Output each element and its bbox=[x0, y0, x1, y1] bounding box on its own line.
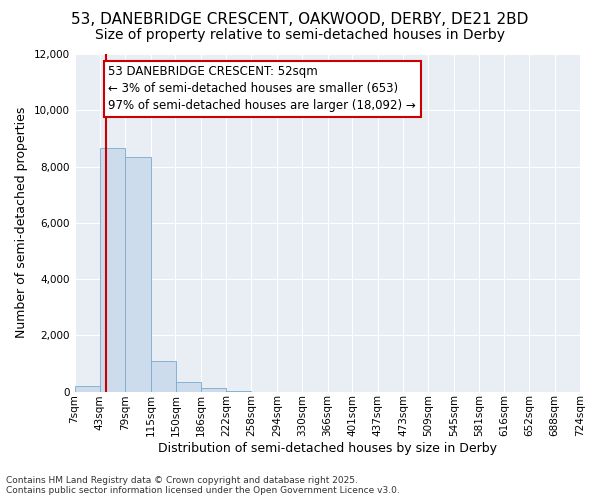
Bar bbox=[125, 156, 151, 392]
Bar bbox=[100, 148, 125, 392]
Text: Contains HM Land Registry data © Crown copyright and database right 2025.
Contai: Contains HM Land Registry data © Crown c… bbox=[6, 476, 400, 495]
Bar bbox=[176, 382, 200, 392]
Text: 53 DANEBRIDGE CRESCENT: 52sqm
← 3% of semi-detached houses are smaller (653)
97%: 53 DANEBRIDGE CRESCENT: 52sqm ← 3% of se… bbox=[109, 66, 416, 112]
Y-axis label: Number of semi-detached properties: Number of semi-detached properties bbox=[15, 107, 28, 338]
Text: 53, DANEBRIDGE CRESCENT, OAKWOOD, DERBY, DE21 2BD: 53, DANEBRIDGE CRESCENT, OAKWOOD, DERBY,… bbox=[71, 12, 529, 28]
Bar bbox=[75, 386, 100, 392]
Text: Size of property relative to semi-detached houses in Derby: Size of property relative to semi-detach… bbox=[95, 28, 505, 42]
Bar bbox=[201, 388, 226, 392]
X-axis label: Distribution of semi-detached houses by size in Derby: Distribution of semi-detached houses by … bbox=[158, 442, 497, 455]
Bar bbox=[151, 360, 176, 392]
